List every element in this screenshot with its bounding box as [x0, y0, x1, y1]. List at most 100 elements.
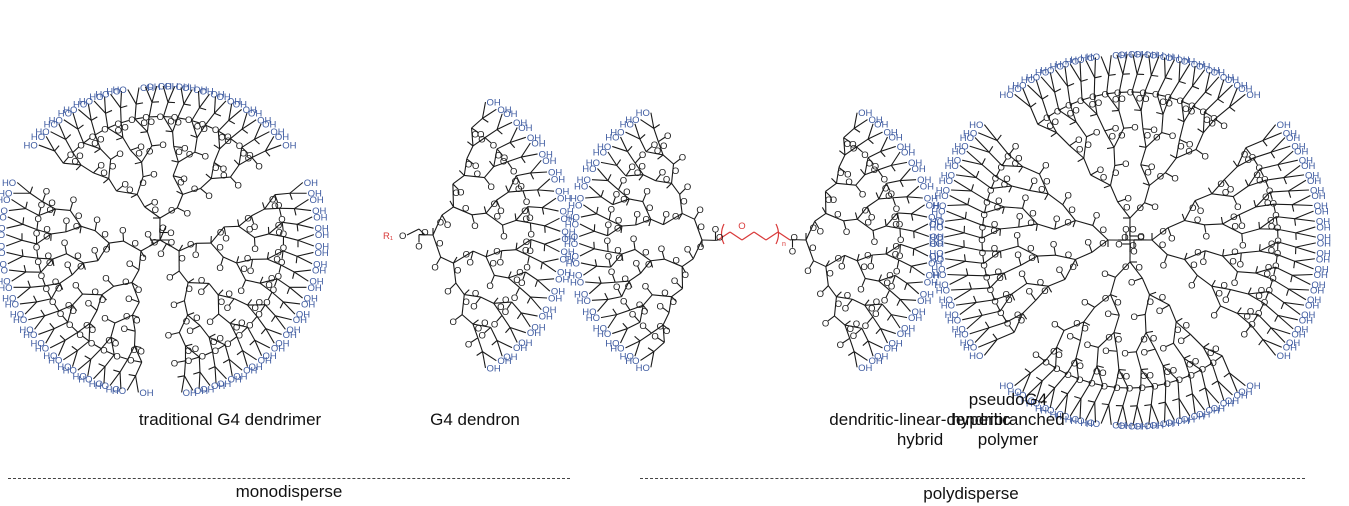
oxygen-atom: O	[467, 257, 474, 268]
bond	[867, 150, 881, 159]
hydroxyl-group: HO	[1035, 68, 1049, 79]
oxygen-atom: O	[1076, 144, 1083, 155]
bond	[217, 119, 230, 132]
oxygen-atom: O	[1268, 222, 1275, 233]
oxygen-atom: O	[61, 238, 68, 249]
oxygen-atom: O	[71, 157, 78, 168]
oxygen-atom: O	[1209, 118, 1216, 129]
bond	[963, 254, 966, 262]
bond	[600, 196, 614, 206]
bond	[484, 129, 498, 139]
bond	[1175, 321, 1191, 335]
bond	[1022, 313, 1028, 320]
bond	[1259, 216, 1277, 230]
bond	[639, 134, 646, 140]
bond	[99, 148, 112, 160]
bond	[1222, 255, 1238, 273]
hydroxyl-group: HO	[31, 132, 45, 143]
oxygen-atom: O	[121, 123, 128, 134]
oxygen-atom: O	[642, 281, 649, 292]
bond	[1283, 164, 1301, 179]
oxygen-atom: O	[663, 326, 670, 337]
oxygen-atom: O	[646, 203, 653, 214]
linker-bond	[717, 231, 731, 241]
bond	[236, 262, 247, 281]
oxygen-atom: O	[251, 222, 258, 233]
bond	[131, 269, 140, 283]
oxygen-atom: O	[65, 300, 72, 311]
bond	[1168, 304, 1177, 323]
hydroxyl-group: HO	[1055, 411, 1069, 422]
hydroxyl-group: HO	[0, 230, 5, 241]
bond	[910, 213, 914, 221]
bond	[483, 177, 490, 185]
bond	[1283, 174, 1305, 179]
bond	[642, 294, 653, 306]
bond	[645, 151, 664, 156]
hydroxyl-group: HO	[13, 315, 27, 326]
bond	[265, 328, 275, 344]
bond	[608, 212, 612, 221]
bond	[645, 327, 652, 334]
hydroxyl-group: HO	[605, 133, 619, 144]
hydroxyl-group: OH	[233, 371, 247, 382]
oxygen-atom: O	[444, 287, 451, 298]
hydroxyl-group: HO	[0, 277, 11, 288]
hydroxyl-group: HO	[1050, 61, 1064, 72]
oxygen-atom: O	[634, 168, 641, 179]
bond	[494, 274, 509, 279]
oxygen-atom: O	[996, 273, 1003, 284]
bond	[1223, 372, 1230, 378]
bond	[1253, 151, 1272, 159]
bond	[844, 324, 851, 339]
hydroxyl-group: OH	[1291, 329, 1305, 340]
hydroxyl-group: OH	[1294, 147, 1308, 158]
hydroxyl-group: OH	[503, 109, 517, 120]
bond	[1295, 242, 1316, 248]
bond	[996, 140, 1010, 156]
bond	[662, 325, 665, 343]
oxygen-atom: O	[1268, 245, 1275, 256]
oxygen-atom: O	[1065, 250, 1072, 261]
hydroxyl-group: OH	[312, 266, 326, 277]
oxygen-atom: O	[1150, 125, 1157, 136]
bond	[537, 189, 541, 197]
bond	[278, 208, 282, 217]
oxygen-atom: O	[1089, 100, 1096, 111]
oxygen-atom: O	[1207, 348, 1214, 359]
bond	[452, 263, 457, 284]
bond	[1088, 244, 1093, 253]
hydroxyl-group: OH	[518, 338, 532, 349]
bond	[1100, 56, 1110, 76]
bond	[65, 139, 74, 153]
bond	[692, 239, 703, 259]
bond	[900, 179, 917, 182]
oxygen-atom: O	[844, 290, 851, 301]
bond	[896, 212, 900, 221]
oxygen-atom: O	[1230, 212, 1237, 223]
bond	[634, 162, 644, 176]
hydroxyl-group: HO	[568, 271, 582, 282]
bond	[69, 202, 74, 211]
bond	[1236, 312, 1252, 326]
oxygen-atom: O	[91, 138, 98, 149]
bond	[1117, 198, 1126, 203]
hydroxyl-group: OH	[286, 325, 300, 336]
bond	[241, 279, 247, 288]
bond	[49, 339, 66, 349]
bond	[688, 251, 694, 260]
oxygen-atom: O	[1200, 257, 1207, 268]
oxygen-atom: O	[1069, 262, 1076, 273]
bond	[36, 298, 52, 303]
oxygen-atom: O	[1139, 88, 1146, 99]
oxygen-atom: O	[672, 166, 679, 177]
bond	[1048, 384, 1055, 389]
oxygen-atom: O	[89, 325, 96, 336]
bond	[95, 252, 99, 261]
oxygen-atom: O	[656, 301, 663, 312]
oxygen-atom: O	[1177, 141, 1184, 152]
bond	[906, 185, 920, 198]
bond	[224, 344, 230, 360]
bond	[607, 296, 622, 300]
